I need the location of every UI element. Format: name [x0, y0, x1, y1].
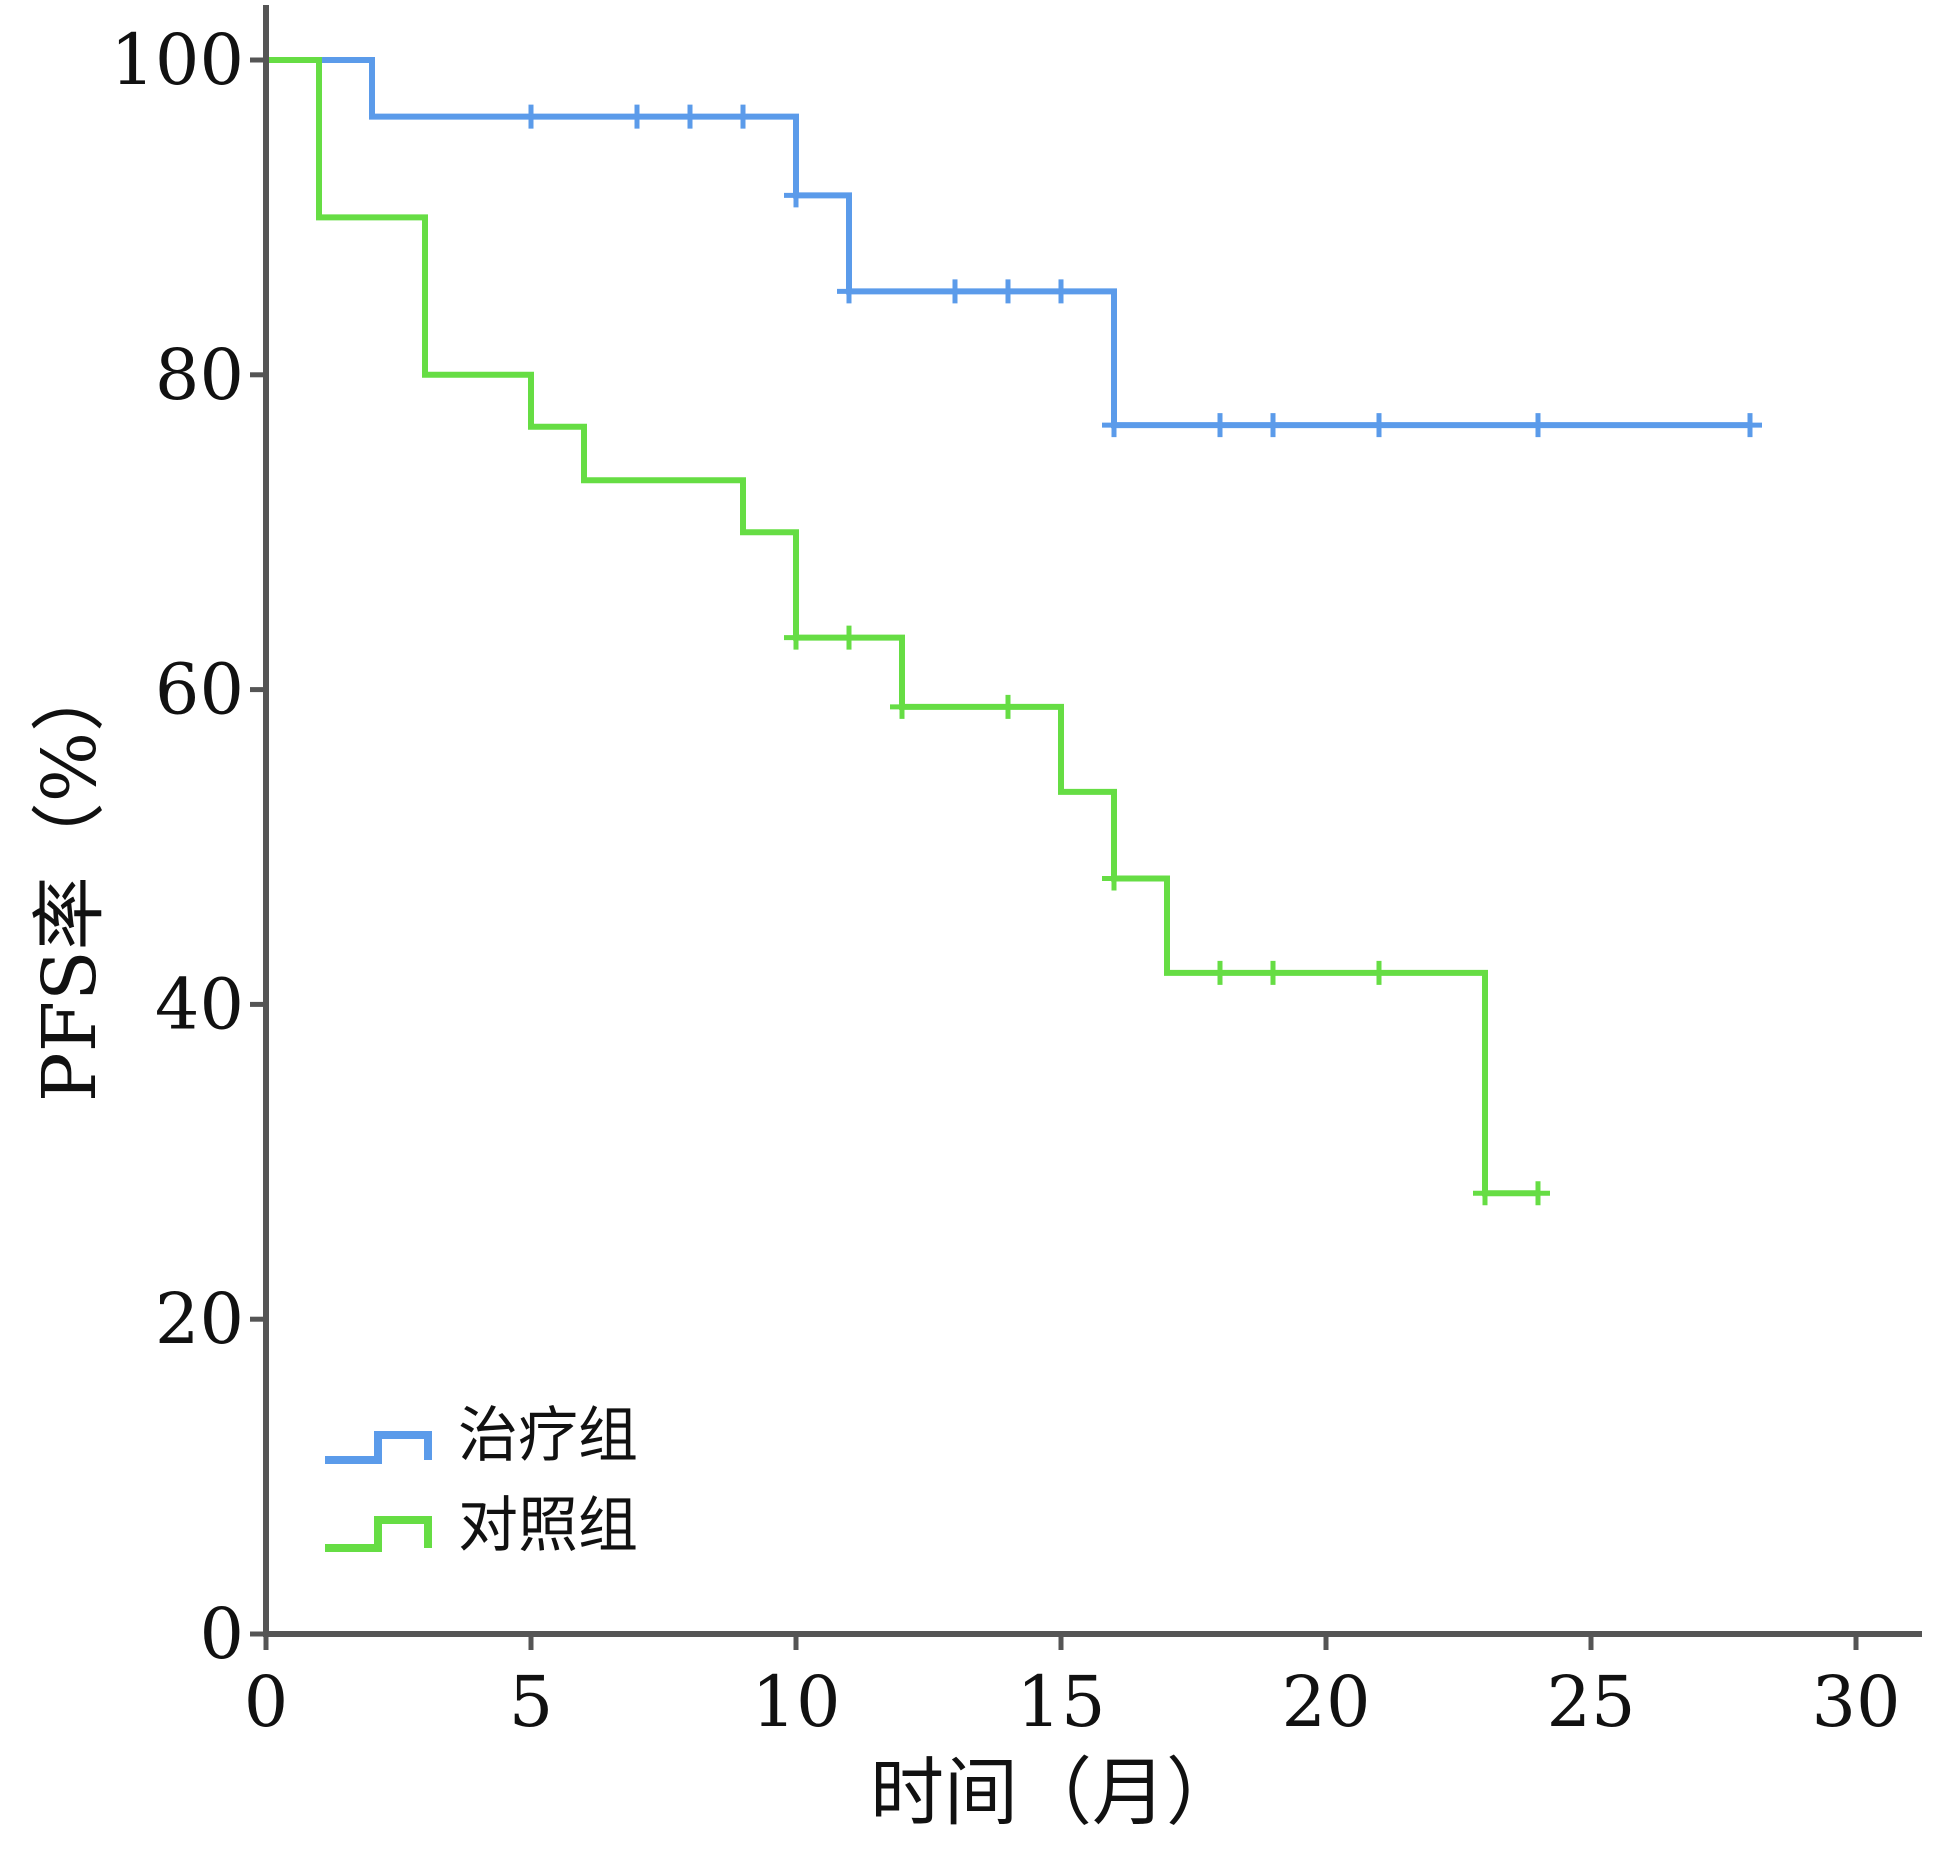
x-tick-label: 15 [1016, 1661, 1105, 1743]
y-tick-label: 20 [155, 1278, 244, 1360]
censor-mark-treatment [837, 279, 861, 304]
censor-mark-control [1102, 866, 1126, 891]
x-tick-label: 30 [1811, 1661, 1900, 1743]
censor-mark-control [890, 694, 914, 719]
series-line-treatment [266, 57, 1750, 429]
censor-mark-treatment [784, 183, 808, 208]
legend-swatch-control [325, 1516, 432, 1552]
x-tick-label: 5 [509, 1661, 554, 1743]
y-tick-label: 60 [155, 649, 244, 731]
censor-mark-control [1473, 1181, 1497, 1206]
censor-mark-treatment [1738, 413, 1762, 438]
legend-label-treatment: 治疗组 [458, 1401, 638, 1471]
censor-mark-treatment [1102, 413, 1126, 438]
y-axis-ticks: 0 20 40 60 80 100 [110, 19, 266, 1675]
x-tick-label: 0 [244, 1661, 289, 1743]
x-axis-ticks: 0 5 10 15 20 25 30 [244, 1634, 1901, 1743]
series-lines [266, 57, 1750, 1197]
censor-mark-control [996, 694, 1020, 719]
legend-swatch-treatment [325, 1431, 432, 1464]
censor-mark-control [1261, 960, 1285, 985]
censor-mark-treatment [996, 279, 1020, 304]
legend: 治疗组 对照组 [325, 1401, 638, 1561]
censor-mark-treatment [678, 104, 702, 129]
x-axis-label: 时间（月） [870, 1750, 1240, 1836]
y-tick-label: 80 [155, 334, 244, 416]
y-tick-label: 100 [110, 19, 244, 101]
censor-mark-treatment [1367, 413, 1391, 438]
censor-mark-treatment [1208, 413, 1232, 438]
censor-mark-control [837, 625, 861, 650]
censor-mark-treatment [519, 104, 543, 129]
censor-mark-treatment [1261, 413, 1285, 438]
censor-mark-control [1208, 960, 1232, 985]
legend-label-control: 对照组 [458, 1491, 638, 1561]
censor-mark-control [1526, 1181, 1550, 1206]
censor-mark-treatment [1526, 413, 1550, 438]
censor-mark-treatment [1049, 279, 1073, 304]
x-tick-label: 10 [751, 1661, 840, 1743]
censor-mark-control [1367, 960, 1391, 985]
y-axis-label: PFS率（%） [27, 658, 113, 1102]
censor-marks [519, 104, 1762, 1206]
x-tick-label: 20 [1281, 1661, 1370, 1743]
series-line-control [266, 57, 1538, 1197]
censor-mark-treatment [943, 279, 967, 304]
censor-mark-treatment [625, 104, 649, 129]
censor-mark-control [784, 625, 808, 650]
y-tick-label: 40 [155, 963, 244, 1045]
y-tick-label: 0 [199, 1593, 244, 1675]
x-tick-label: 25 [1546, 1661, 1635, 1743]
censor-mark-treatment [731, 104, 755, 129]
